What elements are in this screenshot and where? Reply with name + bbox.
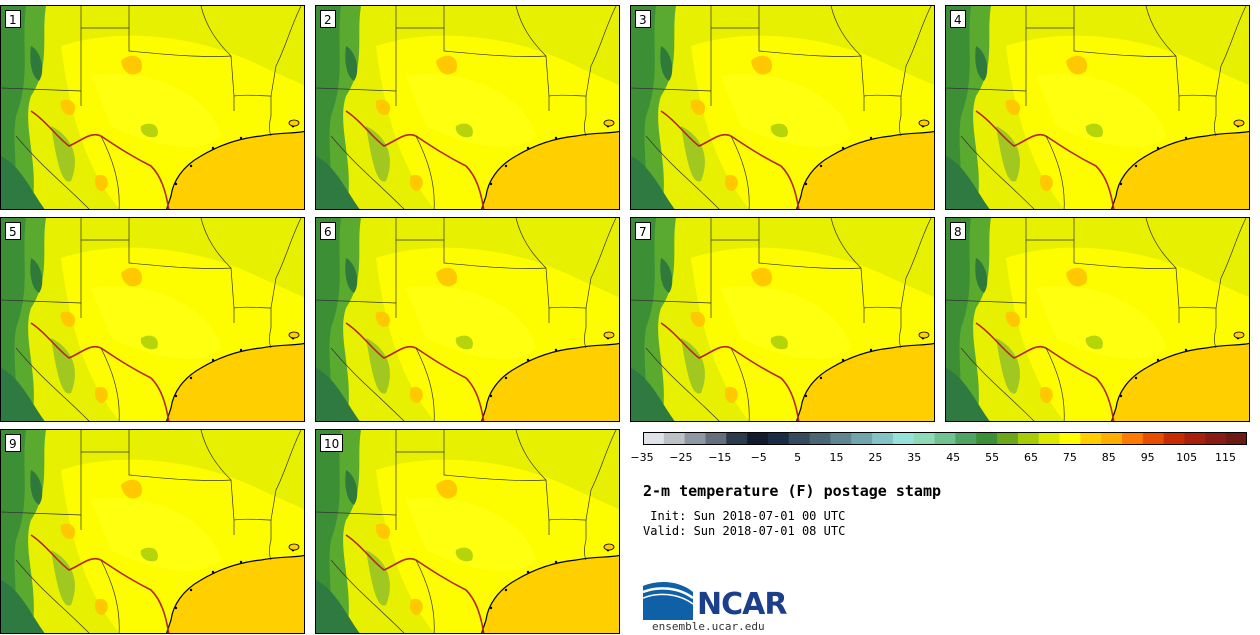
colorbar-tick-label: −5 [750,451,767,464]
colorbar-tick-label: 85 [1101,451,1116,464]
colorbar-bin [1059,432,1081,445]
panel-number: 9 [5,434,21,452]
colorbar-bin [1080,432,1102,445]
panel-number: 2 [320,10,336,28]
map-panel: 9 [0,429,305,634]
colorbar-bin [726,432,748,445]
colorbar-tick-label: −25 [669,451,693,464]
map-panel: 4 [945,5,1250,210]
colorbar-bin [788,432,811,445]
temperature-colorbar [643,432,1247,445]
map-panel: 6 [315,217,620,422]
colorbar-bin [1142,432,1165,445]
temperature-map [1,430,304,633]
colorbar-bin [1038,432,1061,445]
colorbar-bin [1163,432,1186,445]
colorbar-bin [663,432,686,445]
colorbar-tick-label: 25 [868,451,883,464]
temperature-map [631,218,934,421]
colorbar-bin [684,432,706,445]
panel-number: 3 [635,10,651,28]
colorbar-tick-label: 15 [829,451,844,464]
map-panel: 8 [945,217,1250,422]
temperature-map [946,6,1249,209]
colorbar-bin [892,432,915,445]
panel-number: 7 [635,222,651,240]
colorbar-bin [872,432,894,445]
colorbar-bin [1226,432,1247,445]
colorbar-bin [809,432,831,445]
temperature-map [1,6,304,209]
colorbar-tick-label: 45 [946,451,961,464]
colorbar-tick-label: 75 [1062,451,1077,464]
temperature-map [631,6,934,209]
temperature-map [316,430,619,633]
ncar-logo-text: NCAR [697,587,787,622]
valid-time: Valid: Sun 2018-07-01 08 UTC [643,524,846,538]
temperature-map [316,218,619,421]
colorbar-tick-label: 105 [1176,451,1198,464]
colorbar-tick-label: 95 [1140,451,1155,464]
colorbar-bin [747,432,769,445]
colorbar-tick-label: −15 [708,451,732,464]
map-panel: 3 [630,5,935,210]
map-panel: 7 [630,217,935,422]
temperature-map [1,218,304,421]
colorbar-bin [997,432,1019,445]
init-time: Init: Sun 2018-07-01 00 UTC [643,509,846,523]
colorbar-bin [1122,432,1144,445]
colorbar-bin [913,432,936,445]
panel-number: 8 [950,222,966,240]
map-panel: 10 [315,429,620,634]
figure-title: 2-m temperature (F) postage stamp [643,482,942,500]
map-panel: 2 [315,5,620,210]
temperature-map [316,6,619,209]
colorbar-tick-label: 65 [1024,451,1038,464]
colorbar-bin [643,432,665,445]
colorbar-bin [1205,432,1227,445]
panel-number: 5 [5,222,21,240]
colorbar-tick-labels: −35 −25 −15 −5 5 15 25 35 45 55 65 75 85 95 105 115 [630,451,1260,467]
site-url: ensemble.ucar.edu [652,620,765,633]
colorbar-bin [1017,432,1040,445]
colorbar-bin [830,432,852,445]
temperature-map [946,218,1249,421]
colorbar-bin [976,432,998,445]
panel-number: 10 [320,434,344,452]
map-panel: 5 [0,217,305,422]
colorbar-bin [767,432,790,445]
colorbar-tick-label: −35 [630,451,654,464]
map-panel: 1 [0,5,305,210]
colorbar-tick-label: 35 [907,451,922,464]
panel-number: 1 [5,10,21,28]
colorbar-outline [643,432,1247,445]
colorbar-bin [1184,432,1206,445]
colorbar-tick-label: 5 [794,451,802,464]
colorbar-bin [934,432,956,445]
panel-number: 4 [950,10,966,28]
colorbar-tick-label: 115 [1215,451,1236,464]
panel-number: 6 [320,222,336,240]
colorbar-bin [851,432,873,445]
colorbar-bin [705,432,727,445]
ncar-logo-icon [643,582,694,620]
colorbar-tick-label: 55 [985,451,1000,464]
colorbar-bin [955,432,977,445]
colorbar-bin [1101,432,1123,445]
